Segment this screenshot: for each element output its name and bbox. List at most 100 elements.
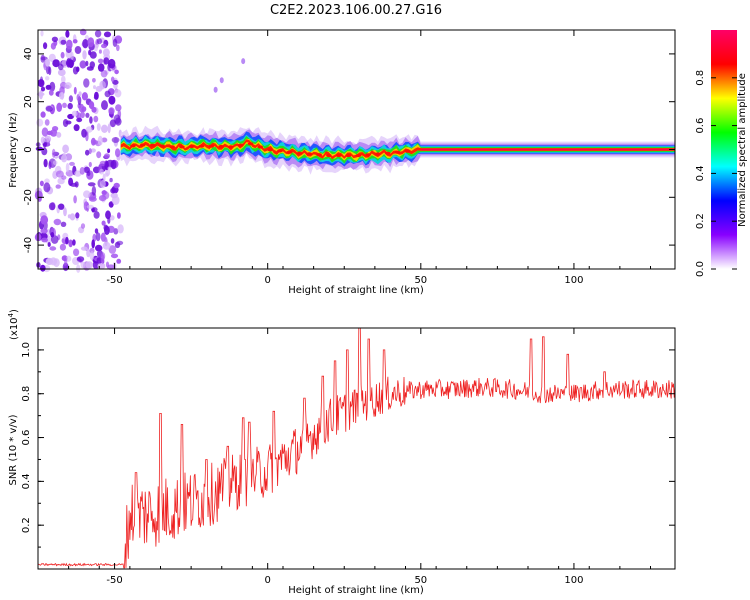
band-hotspot bbox=[257, 145, 264, 149]
noise-speck bbox=[68, 59, 74, 68]
noise-speck bbox=[97, 63, 105, 72]
noise-speck bbox=[115, 104, 122, 112]
noise-speck bbox=[40, 86, 46, 92]
noise-speck bbox=[89, 116, 93, 124]
noise-speck bbox=[44, 178, 50, 184]
noise-speck bbox=[43, 158, 48, 168]
noise-speck bbox=[87, 182, 96, 187]
x-tick-label: 50 bbox=[414, 275, 427, 286]
colorbar-tick-label: 0.8 bbox=[695, 70, 706, 86]
noise-speck bbox=[43, 42, 48, 50]
noise-speck bbox=[100, 232, 106, 242]
noise-speck bbox=[36, 92, 45, 97]
y-tick-label: 0.8 bbox=[21, 386, 32, 402]
noise-speck bbox=[80, 61, 86, 69]
band-hotspot bbox=[345, 153, 352, 158]
noise-speck bbox=[78, 91, 82, 96]
y-tick-label: 0.2 bbox=[21, 517, 32, 533]
y-tick-label: 0.6 bbox=[21, 430, 32, 446]
band-hotspot bbox=[130, 144, 136, 148]
x-tick-label: 50 bbox=[414, 575, 427, 586]
noise-speck bbox=[45, 76, 50, 81]
noise-speck bbox=[83, 166, 90, 173]
noise-speck bbox=[69, 161, 75, 166]
stray-speck bbox=[213, 86, 218, 93]
noise-speck bbox=[102, 241, 111, 250]
noise-speck bbox=[101, 220, 106, 226]
noise-speck bbox=[52, 126, 59, 132]
noise-speck bbox=[94, 228, 99, 234]
band-hotspot bbox=[188, 144, 195, 149]
band-hotspot bbox=[277, 149, 283, 153]
noise-speck bbox=[45, 58, 50, 67]
band-hotspot bbox=[335, 153, 342, 158]
band-hotspot bbox=[375, 152, 381, 156]
noise-speck bbox=[88, 161, 92, 168]
noise-speck bbox=[115, 148, 121, 158]
spectrogram-x-label: Height of straight line (km) bbox=[288, 285, 424, 296]
spectrogram-ticks: -50 0 50 100 -40 -20 0 20 40 bbox=[23, 30, 675, 286]
colorbar-ticks: 0.0 0.2 0.4 0.6 0.8 bbox=[695, 70, 737, 277]
noise-speck bbox=[58, 203, 65, 210]
noise-speck bbox=[85, 149, 90, 156]
svg-text:(x104): (x104) bbox=[7, 309, 20, 340]
noise-speck bbox=[116, 258, 122, 264]
noise-speck bbox=[98, 49, 102, 54]
noise-speck bbox=[49, 81, 56, 92]
noise-speck bbox=[107, 123, 111, 134]
noise-speck bbox=[46, 130, 53, 136]
noise-speck bbox=[80, 246, 88, 251]
y-tick-label: 40 bbox=[23, 48, 34, 61]
colorbar-label: Normalized spectral amplitude bbox=[737, 73, 748, 227]
noise-speck bbox=[44, 119, 50, 126]
colorbar: 0.0 0.2 0.4 0.6 0.8 Normalized spectral ampl… bbox=[695, 30, 748, 277]
noise-speck bbox=[92, 166, 101, 174]
noise-speck bbox=[95, 232, 101, 242]
noise-speck bbox=[40, 76, 43, 85]
noise-speck bbox=[110, 192, 118, 199]
noise-speck bbox=[104, 90, 111, 98]
y-tick-label: -40 bbox=[23, 237, 34, 253]
noise-speck bbox=[102, 173, 106, 182]
noise-speck bbox=[87, 37, 95, 48]
noise-speck bbox=[108, 201, 114, 208]
noise-speck bbox=[47, 242, 51, 247]
noise-speck bbox=[80, 223, 86, 229]
band-hotspot bbox=[316, 153, 322, 157]
noise-speck bbox=[62, 144, 69, 154]
noise-speck bbox=[90, 148, 96, 153]
noise-speck bbox=[72, 66, 79, 75]
noise-speck bbox=[51, 36, 59, 42]
noise-speck bbox=[72, 39, 78, 44]
noise-speck bbox=[44, 137, 50, 143]
noise-speck bbox=[67, 102, 73, 110]
noise-speck bbox=[93, 85, 96, 90]
noise-speck bbox=[80, 111, 85, 119]
noise-speck bbox=[55, 170, 64, 178]
band-hotspot bbox=[267, 148, 273, 152]
band-hotspot bbox=[149, 143, 156, 147]
noise-speck bbox=[40, 228, 48, 234]
noise-speck bbox=[59, 243, 66, 251]
noise-speck bbox=[101, 124, 108, 133]
band-hotspot bbox=[296, 151, 303, 155]
noise-speck bbox=[65, 255, 72, 262]
noise-speck bbox=[81, 106, 87, 112]
noise-speck bbox=[53, 218, 62, 226]
noise-speck bbox=[73, 248, 80, 257]
spectrogram-y-label: Frequency (Hz) bbox=[8, 112, 19, 188]
noise-speck bbox=[95, 244, 103, 252]
noise-speck bbox=[93, 211, 100, 219]
noise-speck bbox=[67, 214, 71, 219]
snr-ticks: -50 0 50 100 0.2 0.4 0.6 0.8 1.0 bbox=[21, 328, 675, 586]
noise-speck bbox=[92, 78, 96, 83]
noise-speck bbox=[97, 262, 106, 270]
noise-speck bbox=[89, 61, 96, 69]
noise-speck bbox=[110, 76, 115, 83]
noise-speck bbox=[98, 195, 107, 202]
noise-speck bbox=[35, 146, 44, 151]
noise-speck bbox=[99, 80, 106, 90]
stray-speck bbox=[219, 77, 224, 84]
band-hotspot bbox=[247, 142, 254, 146]
band-hotspot bbox=[169, 145, 175, 149]
